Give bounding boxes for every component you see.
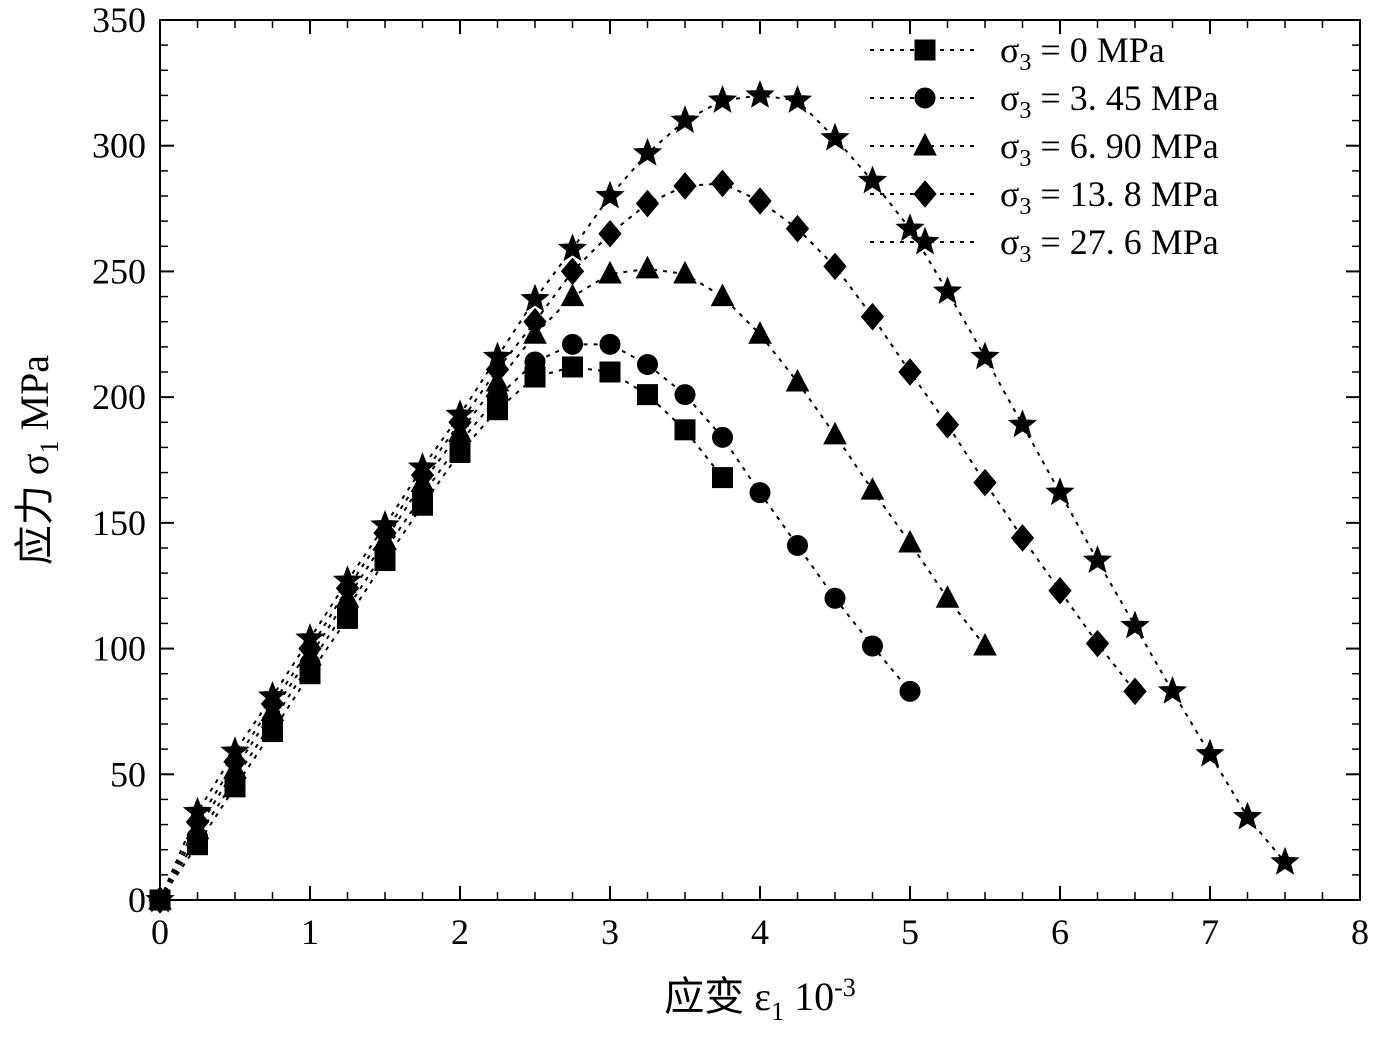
marker-star (972, 343, 999, 368)
marker-square (638, 385, 658, 405)
legend-item-2: σ3 = 6. 90 MPa (870, 126, 1219, 172)
marker-triangle (599, 262, 621, 283)
marker-star (1084, 547, 1111, 572)
marker-triangle (914, 134, 936, 155)
marker-circle (675, 385, 695, 405)
marker-diamond (862, 304, 884, 330)
marker-triangle (937, 586, 959, 607)
x-tick-label: 2 (451, 912, 469, 952)
chart-svg: 0 1 2 3 4 5 6 7 8 0 50 100 150 200 250 300 350 应变 ε1 10-3… (0, 0, 1395, 1039)
y-tick-label: 150 (92, 503, 146, 543)
marker-circle (563, 334, 583, 354)
y-tick-label: 0 (128, 880, 146, 920)
y-tick-label: 250 (92, 251, 146, 291)
marker-triangle (562, 285, 584, 306)
marker-square (600, 362, 620, 382)
marker-diamond (1087, 631, 1109, 657)
legend-item-3: σ3 = 13. 8 MPa (870, 174, 1219, 220)
marker-triangle (749, 322, 771, 343)
marker-circle (825, 588, 845, 608)
y-tick-label: 100 (92, 629, 146, 669)
marker-triangle (674, 262, 696, 283)
series-line (160, 344, 910, 900)
marker-triangle (862, 478, 884, 499)
x-tick-label: 1 (301, 912, 319, 952)
marker-diamond (899, 359, 921, 385)
marker-star (934, 278, 961, 303)
marker-star (1047, 479, 1074, 504)
legend-label: σ3 = 6. 90 MPa (1000, 126, 1219, 172)
marker-diamond (749, 188, 771, 214)
marker-triangle (637, 257, 659, 278)
marker-diamond (599, 221, 621, 247)
marker-star (1234, 803, 1261, 828)
marker-triangle (824, 423, 846, 444)
marker-star (559, 235, 586, 260)
legend-item-1: σ3 = 3. 45 MPa (870, 78, 1219, 124)
marker-circle (600, 334, 620, 354)
y-tick-label: 300 (92, 126, 146, 166)
y-tick-label: 50 (110, 754, 146, 794)
y-axis-label: 应力 σ1 MPa (12, 355, 64, 565)
marker-diamond (1012, 525, 1034, 551)
marker-square (563, 357, 583, 377)
marker-square (915, 40, 935, 60)
series-line (160, 183, 1135, 900)
marker-diamond (1049, 578, 1071, 604)
marker-diamond (637, 191, 659, 217)
marker-star (897, 215, 924, 240)
stress-strain-chart: 0 1 2 3 4 5 6 7 8 0 50 100 150 200 250 300 350 应变 ε1 10-3… (0, 0, 1395, 1039)
legend-item-0: σ3 = 0 MPa (870, 30, 1165, 76)
legend-label: σ3 = 13. 8 MPa (1000, 174, 1219, 220)
marker-circle (900, 681, 920, 701)
marker-triangle (712, 285, 734, 306)
x-tick-label: 4 (751, 912, 769, 952)
marker-star (784, 86, 811, 111)
marker-circle (863, 636, 883, 656)
legend-label: σ3 = 27. 6 MPa (1000, 222, 1219, 268)
x-tick-label: 7 (1201, 912, 1219, 952)
marker-triangle (787, 370, 809, 391)
series-sigma3_13_8 (149, 170, 1146, 913)
legend-label: σ3 = 0 MPa (1000, 30, 1165, 76)
x-tick-label: 8 (1351, 912, 1369, 952)
marker-diamond (914, 181, 936, 207)
marker-star (1197, 740, 1224, 765)
marker-star (709, 86, 736, 111)
marker-square (713, 468, 733, 488)
x-tick-label: 6 (1051, 912, 1069, 952)
y-tick-label: 200 (92, 377, 146, 417)
marker-circle (788, 535, 808, 555)
marker-star (1122, 612, 1149, 637)
marker-star (634, 139, 661, 164)
marker-circle (915, 88, 935, 108)
marker-circle (750, 483, 770, 503)
marker-square (675, 420, 695, 440)
marker-star (859, 167, 886, 192)
marker-circle (713, 427, 733, 447)
series-line (160, 95, 1285, 900)
marker-star (1009, 411, 1036, 436)
series-sigma3_3_45 (150, 334, 920, 910)
x-tick-label: 0 (151, 912, 169, 952)
marker-triangle (899, 531, 921, 552)
marker-diamond (937, 412, 959, 438)
marker-diamond (974, 470, 996, 496)
marker-star (747, 81, 774, 106)
marker-star (1159, 677, 1186, 702)
x-axis-label: 应变 ε1 10-3 (664, 973, 855, 1026)
marker-star (1272, 848, 1299, 873)
marker-circle (525, 352, 545, 372)
marker-circle (638, 354, 658, 374)
x-tick-label: 5 (901, 912, 919, 952)
legend-item-4: σ3 = 27. 6 MPa (870, 222, 1219, 268)
marker-star (522, 285, 549, 310)
marker-diamond (674, 173, 696, 199)
marker-diamond (712, 170, 734, 196)
x-tick-label: 3 (601, 912, 619, 952)
series-line (160, 367, 723, 900)
y-tick-label: 350 (92, 0, 146, 40)
legend-label: σ3 = 3. 45 MPa (1000, 78, 1219, 124)
